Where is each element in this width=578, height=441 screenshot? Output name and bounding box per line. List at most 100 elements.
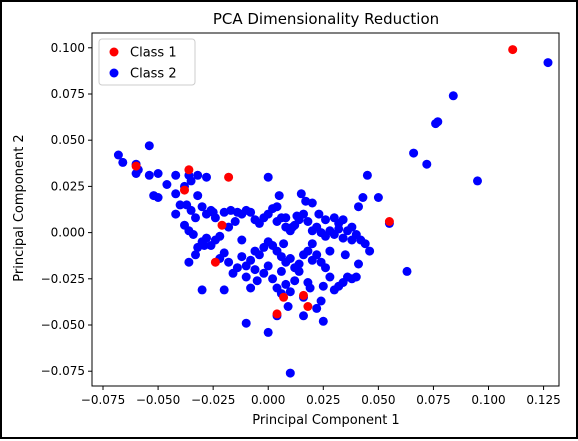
point-class-2-6 — [144, 170, 154, 180]
legend-marker-1 — [109, 68, 119, 78]
point-class-2-156 — [543, 58, 553, 68]
point-class-2-115 — [281, 279, 291, 289]
point-class-2-150 — [409, 148, 419, 158]
point-class-2-7 — [153, 169, 163, 178]
point-class-2-151 — [422, 159, 432, 169]
point-class-2-116 — [285, 287, 295, 297]
point-class-2-87 — [241, 261, 251, 271]
point-class-2-46 — [303, 217, 313, 226]
point-class-2-10 — [162, 180, 172, 189]
point-class-2-60 — [365, 246, 375, 256]
x-tick-label-1: −0.050 — [136, 393, 180, 407]
points-layer — [113, 45, 553, 378]
point-class-2-138 — [314, 209, 324, 219]
point-class-2-144 — [354, 202, 363, 212]
point-class-2-59 — [360, 239, 370, 249]
point-class-2-135 — [296, 189, 306, 199]
point-class-2-111 — [263, 261, 273, 271]
x-tick-label-7: 0.100 — [471, 393, 505, 407]
point-class-1-8 — [299, 290, 308, 300]
point-class-2-129 — [263, 327, 273, 337]
point-class-2-88 — [237, 252, 247, 262]
point-class-2-24 — [197, 202, 207, 212]
point-class-2-22 — [193, 191, 203, 201]
x-tick-label-3: 0.000 — [251, 393, 285, 407]
point-class-1-4 — [217, 220, 227, 230]
point-class-2-83 — [259, 242, 269, 252]
point-class-2-21 — [186, 205, 196, 215]
point-class-2-161 — [292, 211, 302, 221]
chart-title: PCA Dimensionality Reduction — [213, 10, 439, 28]
point-class-2-91 — [224, 257, 234, 267]
point-class-2-149 — [402, 266, 412, 276]
point-class-2-27 — [210, 213, 220, 223]
y-tick-label-5: 0.050 — [51, 133, 85, 147]
x-tick-label-6: 0.075 — [416, 393, 450, 407]
x-tick-label-8: 0.125 — [526, 393, 560, 407]
point-class-2-85 — [250, 246, 260, 256]
point-class-2-122 — [316, 296, 326, 306]
x-axis-label: Principal Component 1 — [252, 413, 399, 428]
point-class-2-4 — [131, 169, 141, 178]
point-class-2-126 — [299, 311, 308, 321]
y-tick-label-1: −0.050 — [41, 318, 85, 332]
legend-items: Class 1 Class 2 — [109, 46, 177, 82]
legend: Class 1 Class 2 — [98, 38, 196, 86]
point-class-2-123 — [318, 281, 328, 291]
legend-marker-0 — [109, 47, 119, 57]
point-class-2-12 — [171, 189, 181, 199]
point-class-2-109 — [252, 276, 262, 286]
point-class-2-142 — [338, 215, 348, 225]
point-class-1-6 — [272, 309, 282, 319]
point-class-2-139 — [321, 215, 330, 225]
point-class-2-145 — [358, 193, 368, 202]
point-class-2-154 — [448, 91, 458, 101]
scatter-chart: PCA Dimensionality Reduction Principal C… — [2, 2, 576, 437]
point-class-2-15 — [186, 176, 196, 186]
point-class-2-17 — [202, 172, 211, 182]
point-class-2-147 — [373, 193, 383, 202]
point-class-1-9 — [303, 302, 313, 311]
point-class-2-70 — [316, 257, 326, 267]
point-class-2-133 — [272, 202, 282, 212]
y-tick-label-2: −0.025 — [41, 272, 85, 286]
point-class-2-121 — [305, 283, 315, 293]
point-class-2-143 — [347, 222, 357, 232]
point-class-2-95 — [206, 241, 216, 250]
point-class-1-3 — [224, 172, 234, 182]
y-tick-label-3: 0.000 — [51, 226, 85, 240]
point-class-2-124 — [312, 303, 322, 313]
y-tick-label-4: 0.025 — [51, 179, 85, 193]
point-class-2-33 — [246, 207, 256, 217]
point-class-2-163 — [279, 239, 289, 249]
point-class-2-54 — [338, 233, 348, 243]
point-class-2-18 — [175, 200, 185, 210]
point-class-2-110 — [259, 268, 269, 278]
point-class-2-112 — [268, 274, 278, 284]
y-tick-label-6: 0.075 — [51, 87, 85, 101]
point-class-2-23 — [191, 213, 200, 223]
point-class-2-106 — [219, 285, 229, 295]
y-axis-label: Principal Component 2 — [12, 134, 27, 281]
point-class-2-134 — [281, 213, 291, 223]
point-class-2-127 — [283, 302, 293, 311]
point-class-2-170 — [276, 266, 286, 276]
point-class-2-9 — [153, 193, 163, 202]
x-tick-label-4: 0.025 — [306, 393, 340, 407]
point-class-2-146 — [362, 170, 372, 180]
point-class-2-0 — [113, 150, 123, 160]
point-class-2-101 — [180, 220, 189, 230]
legend-label-0: Class 1 — [130, 46, 177, 61]
y-tick-label-7: 0.100 — [51, 41, 85, 55]
point-class-2-11 — [171, 170, 181, 180]
point-class-1-2 — [180, 185, 189, 195]
point-class-2-61 — [354, 259, 363, 269]
point-class-2-16 — [193, 170, 203, 180]
point-class-2-72 — [307, 255, 317, 265]
point-class-2-168 — [340, 250, 350, 260]
point-class-2-104 — [184, 257, 194, 267]
point-class-2-130 — [241, 318, 251, 328]
point-class-1-10 — [384, 217, 394, 226]
point-class-2-167 — [325, 246, 335, 256]
